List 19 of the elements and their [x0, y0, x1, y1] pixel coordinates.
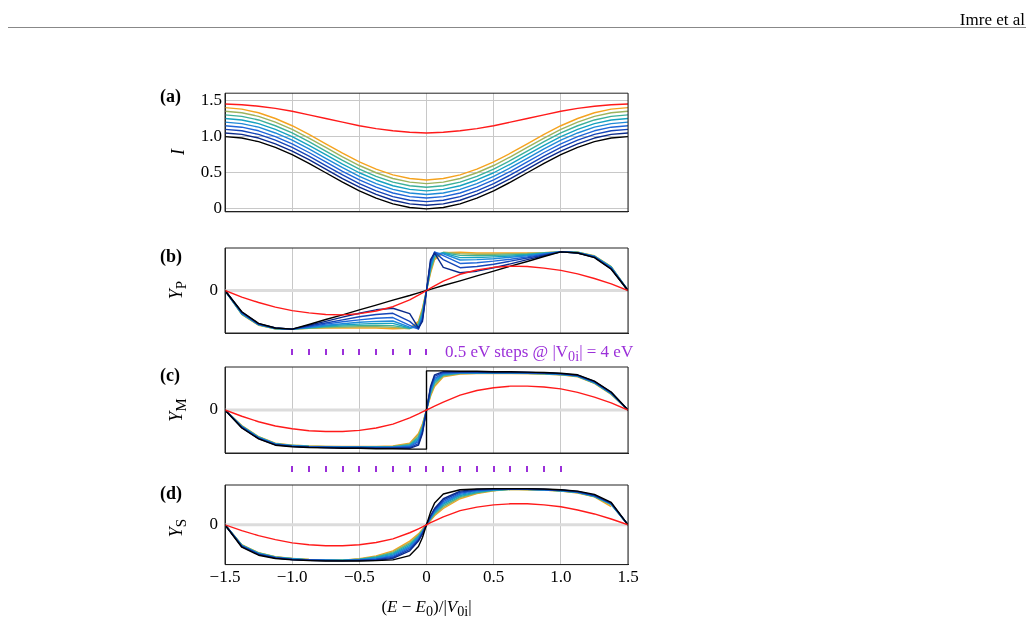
- chart-title: (c): [160, 365, 180, 386]
- chart-title: (a): [160, 86, 181, 107]
- y-tick-label: 0.5: [200, 162, 222, 182]
- y-tick-label: 1.0: [200, 126, 222, 146]
- x-tick-label: 1.5: [617, 567, 639, 587]
- text: 0.5 eV steps @ |V$_{0i}$| = 4 eV: [445, 342, 634, 366]
- text: Imre et al: [959, 10, 1025, 30]
- y-tick-label: 0: [213, 198, 222, 218]
- x-tick-label: 1.0: [550, 567, 572, 587]
- y-axis-title: I: [167, 149, 189, 155]
- x-tick-label: 0.5: [483, 567, 505, 587]
- chart-title: (b): [160, 246, 182, 267]
- x-tick-label: −0.5: [343, 567, 375, 587]
- x-tick-label: −1.0: [276, 567, 308, 587]
- chart-title: (d): [160, 483, 182, 504]
- x-tick-label: 0: [422, 567, 431, 587]
- text: (E − E$_{0}$)/|V$_{0i}$|: [381, 597, 472, 620]
- x-tick-label: −1.5: [209, 567, 241, 587]
- y-tick-label: 1.5: [200, 89, 222, 109]
